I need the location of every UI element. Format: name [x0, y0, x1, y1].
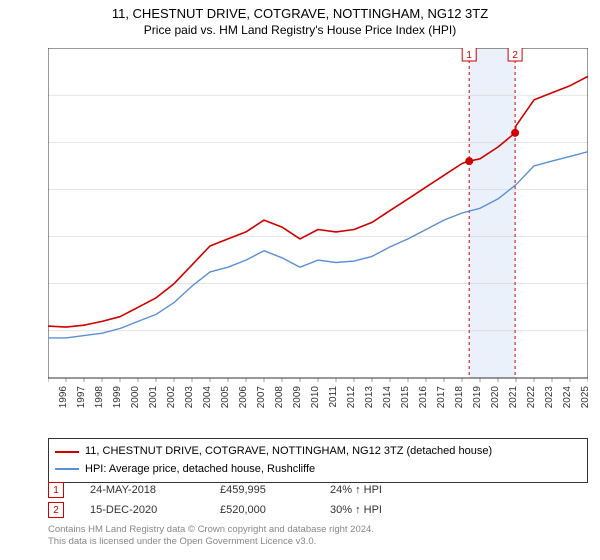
chart-container: 11, CHESTNUT DRIVE, COTGRAVE, NOTTINGHAM…	[0, 0, 600, 560]
svg-text:1998: 1998	[94, 386, 105, 408]
legend-label: HPI: Average price, detached house, Rush…	[85, 461, 315, 479]
marker-pct: 24% ↑ HPI	[330, 484, 420, 496]
marker-row: 1 24-MAY-2018 £459,995 24% ↑ HPI	[48, 480, 588, 500]
marker-badge: 1	[48, 482, 64, 498]
svg-text:2008: 2008	[274, 386, 285, 408]
svg-text:2020: 2020	[490, 386, 501, 408]
svg-text:2019: 2019	[472, 386, 483, 408]
title-address: 11, CHESTNUT DRIVE, COTGRAVE, NOTTINGHAM…	[0, 6, 600, 21]
svg-text:2018: 2018	[454, 386, 465, 408]
svg-text:1995: 1995	[48, 386, 51, 408]
svg-text:2007: 2007	[256, 386, 267, 408]
line-chart: £0£100K£200K£300K£400K£500K£600K£700K199…	[48, 48, 588, 408]
marker-date: 15-DEC-2020	[90, 504, 200, 516]
marker-date: 24-MAY-2018	[90, 484, 200, 496]
svg-text:2016: 2016	[418, 386, 429, 408]
marker-price: £520,000	[220, 504, 310, 516]
svg-text:1997: 1997	[76, 386, 87, 408]
svg-text:2017: 2017	[436, 386, 447, 408]
svg-text:2012: 2012	[346, 386, 357, 408]
title-block: 11, CHESTNUT DRIVE, COTGRAVE, NOTTINGHAM…	[0, 0, 600, 37]
svg-text:2003: 2003	[184, 386, 195, 408]
legend-swatch	[55, 451, 79, 453]
footer-line: This data is licensed under the Open Gov…	[48, 536, 588, 548]
footer-attribution: Contains HM Land Registry data © Crown c…	[48, 524, 588, 549]
svg-text:2009: 2009	[292, 386, 303, 408]
title-subtitle: Price paid vs. HM Land Registry's House …	[0, 23, 600, 37]
svg-text:2005: 2005	[220, 386, 231, 408]
marker-badge: 2	[48, 502, 64, 518]
footer-line: Contains HM Land Registry data © Crown c…	[48, 524, 588, 536]
svg-text:1999: 1999	[112, 386, 123, 408]
legend-item: 11, CHESTNUT DRIVE, COTGRAVE, NOTTINGHAM…	[55, 443, 581, 461]
svg-text:2023: 2023	[544, 386, 555, 408]
svg-text:2014: 2014	[382, 386, 393, 408]
svg-text:2001: 2001	[148, 386, 159, 408]
svg-text:1996: 1996	[58, 386, 69, 408]
marker-price: £459,995	[220, 484, 310, 496]
svg-text:2024: 2024	[562, 386, 573, 408]
marker-pct: 30% ↑ HPI	[330, 504, 420, 516]
svg-text:2006: 2006	[238, 386, 249, 408]
legend-swatch	[55, 468, 79, 470]
svg-text:2021: 2021	[508, 386, 519, 408]
svg-text:2004: 2004	[202, 386, 213, 408]
marker-row: 2 15-DEC-2020 £520,000 30% ↑ HPI	[48, 500, 588, 520]
svg-text:2022: 2022	[526, 386, 537, 408]
svg-text:2025: 2025	[580, 386, 588, 408]
svg-text:2002: 2002	[166, 386, 177, 408]
svg-text:1: 1	[466, 50, 472, 61]
legend: 11, CHESTNUT DRIVE, COTGRAVE, NOTTINGHAM…	[48, 438, 588, 483]
svg-text:2015: 2015	[400, 386, 411, 408]
legend-item: HPI: Average price, detached house, Rush…	[55, 461, 581, 479]
svg-text:2000: 2000	[130, 386, 141, 408]
marker-table: 1 24-MAY-2018 £459,995 24% ↑ HPI 2 15-DE…	[48, 480, 588, 520]
svg-text:2010: 2010	[310, 386, 321, 408]
legend-label: 11, CHESTNUT DRIVE, COTGRAVE, NOTTINGHAM…	[85, 443, 492, 461]
svg-text:2013: 2013	[364, 386, 375, 408]
svg-text:2: 2	[512, 50, 518, 61]
svg-text:2011: 2011	[328, 386, 339, 408]
